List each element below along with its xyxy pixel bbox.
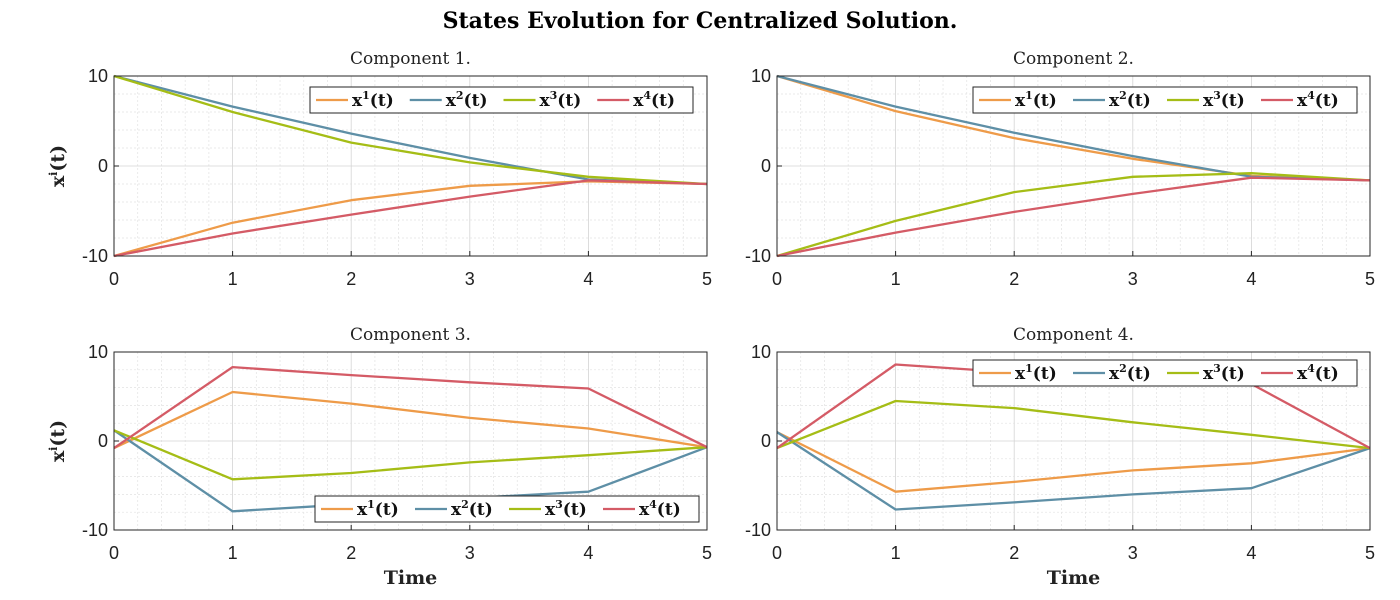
x-tick-label: 1 (228, 543, 238, 563)
y-axis-label-group: xi(t) (47, 420, 69, 462)
y-tick-label: 10 (88, 66, 108, 86)
legend-label-x2: x2(t) (451, 498, 493, 520)
y-axis-label: xi(t) (47, 420, 69, 462)
legend-label-x4: x4(t) (639, 498, 681, 520)
series-line-x1 (776, 431, 1371, 493)
series-line-x4 (113, 365, 708, 450)
legend-label-x3: x3(t) (540, 89, 582, 111)
x-axis-label: Time (1047, 567, 1101, 589)
series-line-x1 (113, 180, 708, 258)
y-axis-label-group: xi(t) (47, 145, 69, 187)
x-tick-label: 2 (1009, 543, 1019, 563)
legend-label-x1: x1(t) (357, 498, 399, 520)
x-tick-label: 3 (1128, 543, 1138, 563)
legend-label-x2: x2(t) (1109, 362, 1151, 384)
x-tick-label: 0 (772, 543, 782, 563)
x-tick-label: 5 (1365, 269, 1375, 289)
y-tick-label: 0 (761, 156, 771, 176)
legend-label-x2: x2(t) (446, 89, 488, 111)
x-tick-label: 5 (1365, 543, 1375, 563)
legend: x1(t) x2(t) x3(t) x4(t) (972, 86, 1358, 114)
series-line-x2 (776, 431, 1371, 511)
series-line-x4 (776, 176, 1371, 258)
legend: x1(t) x2(t) x3(t) x4(t) (972, 359, 1358, 387)
legend-label-x1: x1(t) (1015, 362, 1057, 384)
figure-title: States Evolution for Centralized Solutio… (443, 8, 958, 34)
legend-label-x3: x3(t) (1203, 362, 1245, 384)
legend-label-x4: x4(t) (633, 89, 675, 111)
y-tick-label: 0 (98, 431, 108, 451)
y-axis-label: xi(t) (47, 145, 69, 187)
x-tick-label: 2 (346, 269, 356, 289)
y-tick-label: 10 (88, 342, 108, 362)
series-line-x3 (776, 172, 1371, 258)
series-line-x3 (113, 74, 708, 186)
x-tick-label: 1 (891, 269, 901, 289)
subplot-title: Component 4. (1013, 325, 1134, 345)
legend-label-x4: x4(t) (1297, 89, 1339, 111)
y-tick-label: 0 (98, 156, 108, 176)
y-tick-label: -10 (82, 520, 108, 540)
x-tick-label: 1 (228, 269, 238, 289)
x-tick-label: 0 (772, 269, 782, 289)
x-tick-label: 1 (891, 543, 901, 563)
y-tick-label: 10 (751, 342, 771, 362)
y-tick-label: -10 (82, 246, 108, 266)
x-tick-label: 5 (702, 543, 712, 563)
legend-label-x2: x2(t) (1109, 89, 1151, 111)
subplot-title: Component 1. (350, 49, 471, 69)
y-tick-label: 0 (761, 431, 771, 451)
x-tick-label: 0 (109, 269, 119, 289)
x-tick-label: 3 (465, 543, 475, 563)
x-tick-label: 4 (1246, 269, 1256, 289)
x-tick-label: 4 (1246, 543, 1256, 563)
legend-label-x1: x1(t) (352, 89, 394, 111)
y-tick-label: -10 (745, 246, 771, 266)
x-tick-label: 4 (583, 543, 593, 563)
x-tick-label: 3 (465, 269, 475, 289)
series-line-x1 (113, 390, 708, 450)
x-tick-label: 5 (702, 269, 712, 289)
x-tick-label: 4 (583, 269, 593, 289)
y-tick-label: -10 (745, 520, 771, 540)
legend-label-x4: x4(t) (1297, 362, 1339, 384)
legend: x1(t) x2(t) x3(t) x4(t) (314, 495, 700, 523)
x-tick-label: 2 (1009, 269, 1019, 289)
series-line-x3 (113, 429, 708, 481)
legend-label-x3: x3(t) (1203, 89, 1245, 111)
legend-label-x3: x3(t) (545, 498, 587, 520)
series-line-x3 (776, 399, 1371, 450)
y-tick-label: 10 (751, 66, 771, 86)
subplot-title: Component 3. (350, 325, 471, 345)
subplot-title: Component 2. (1013, 49, 1134, 69)
x-axis-label: Time (384, 567, 438, 589)
legend-label-x1: x1(t) (1015, 89, 1057, 111)
series-line-x4 (113, 179, 708, 258)
x-tick-label: 0 (109, 543, 119, 563)
legend: x1(t) x2(t) x3(t) x4(t) (309, 86, 694, 114)
x-tick-label: 3 (1128, 269, 1138, 289)
x-tick-label: 2 (346, 543, 356, 563)
